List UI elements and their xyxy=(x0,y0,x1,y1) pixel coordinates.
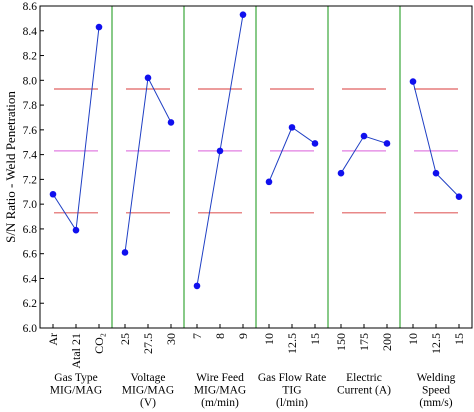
series-line xyxy=(412,81,460,198)
group-label-line: (m/min) xyxy=(201,397,239,409)
data-point xyxy=(265,178,273,186)
data-point xyxy=(311,140,319,147)
y-tick-label: 7.8 xyxy=(23,100,38,112)
group-label-line: Gas Flow Rate xyxy=(258,372,326,384)
data-point xyxy=(409,78,417,85)
data-point xyxy=(455,193,463,201)
y-tick-label: 6.6 xyxy=(23,249,38,261)
x-tick-label: 9 xyxy=(236,333,250,339)
data-point xyxy=(121,249,129,256)
y-tick-label: 7.2 xyxy=(23,174,38,186)
group-label-line: (l/min) xyxy=(276,397,308,409)
group-label-line: Wire Feed xyxy=(196,372,244,384)
data-point xyxy=(167,119,175,126)
data-point xyxy=(239,11,247,18)
x-tick-label: 10 xyxy=(406,333,420,345)
x-tick-label: 10 xyxy=(262,333,276,345)
series-line xyxy=(268,126,316,183)
series-line xyxy=(52,26,100,232)
x-tick-label: 150 xyxy=(334,333,348,351)
y-tick-label: 7.0 xyxy=(23,199,38,211)
y-tick-label: 6.2 xyxy=(23,298,38,310)
group-label-line: MIG/MAG xyxy=(122,385,174,397)
group-label-line: MIG/MAG xyxy=(50,385,102,397)
x-tick-label: 25 xyxy=(118,333,132,345)
plot-frame xyxy=(39,5,473,329)
group-label-line: Gas Type xyxy=(54,372,97,384)
data-point xyxy=(216,147,224,155)
series-line xyxy=(124,76,172,253)
x-tick-label: 15 xyxy=(452,333,466,345)
x-tick-label: 12.5 xyxy=(285,333,299,354)
x-tick-label: 30 xyxy=(164,333,178,345)
data-point xyxy=(360,132,368,140)
y-axis-title: S/N Ratio - Weld Penetration xyxy=(3,91,18,243)
y-tick-label: 7.4 xyxy=(23,150,38,162)
group-label-line: Speed xyxy=(422,385,450,397)
x-tick-label: 8 xyxy=(213,333,227,339)
group-label-line: (mm/s) xyxy=(419,397,452,409)
x-tick-label: Atal 21 xyxy=(69,333,83,369)
data-point xyxy=(144,74,152,82)
x-tick-label: 175 xyxy=(357,333,371,351)
group-label-line: Welding xyxy=(417,372,456,384)
y-tick-label: 6.8 xyxy=(23,224,38,236)
x-tick-label: Ar xyxy=(46,333,60,346)
group-label-line: TIG xyxy=(282,385,301,397)
x-tick-label: CO₂ xyxy=(92,333,106,354)
y-tick-label: 7.6 xyxy=(23,125,38,137)
y-tick-label: 8.4 xyxy=(23,26,38,38)
y-tick-label: 6.0 xyxy=(23,323,38,335)
x-tick-label: 27.5 xyxy=(141,333,155,354)
data-point xyxy=(337,169,345,177)
data-point xyxy=(193,282,201,290)
y-tick-label: 6.4 xyxy=(23,273,38,285)
series-line xyxy=(340,135,388,174)
group-label-line: Electric xyxy=(346,372,382,384)
data-point xyxy=(288,124,296,131)
y-tick-label: 8.6 xyxy=(23,1,38,13)
x-tick-label: 7 xyxy=(190,333,204,339)
data-point xyxy=(95,23,103,31)
x-tick-label: 12.5 xyxy=(429,333,443,354)
group-label-line: MIG/MAG xyxy=(194,385,246,397)
y-tick-label: 8.0 xyxy=(23,75,38,87)
data-point xyxy=(383,140,391,147)
y-tick-label: 8.2 xyxy=(23,51,38,63)
data-point xyxy=(72,226,80,234)
x-tick-label: 15 xyxy=(308,333,322,345)
data-point xyxy=(49,190,57,198)
group-label-line: (V) xyxy=(140,397,156,409)
data-point xyxy=(432,169,440,177)
group-label-line: Current (A) xyxy=(337,385,391,397)
x-tick-label: 200 xyxy=(380,333,394,351)
group-label-line: Voltage xyxy=(131,372,166,384)
